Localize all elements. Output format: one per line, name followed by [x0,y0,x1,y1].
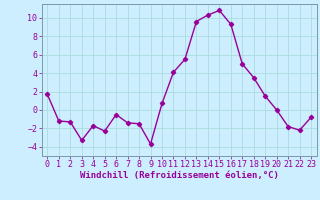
X-axis label: Windchill (Refroidissement éolien,°C): Windchill (Refroidissement éolien,°C) [80,171,279,180]
